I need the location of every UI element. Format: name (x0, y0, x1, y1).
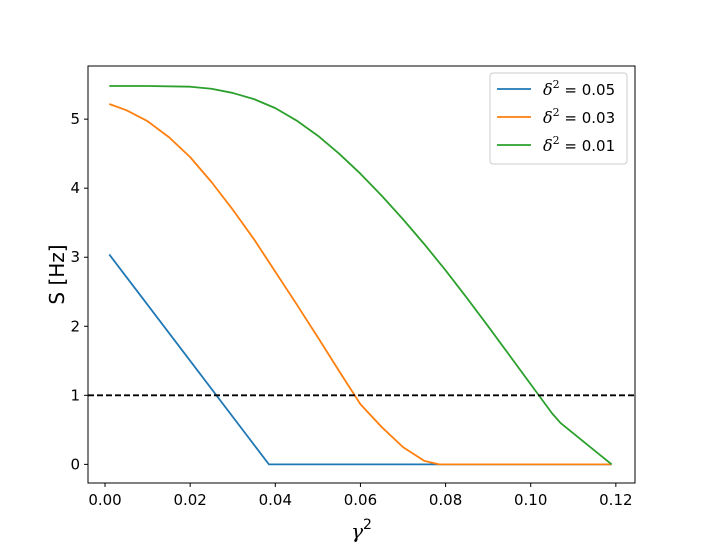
y-axis-ticks: 0 1 2 3 4 5 (70, 110, 88, 473)
x-tick-label: 0.00 (88, 491, 121, 509)
y-tick-label: 0 (70, 455, 80, 473)
x-axis-ticks: 0.00 0.02 0.04 0.06 0.08 0.10 0.12 (88, 483, 633, 509)
y-axis-label: S [Hz] (45, 244, 69, 304)
series-line-1 (108, 253, 612, 466)
legend-label-2: δ2 = 0.03 (543, 106, 615, 127)
y-tick-label: 4 (70, 179, 80, 197)
x-tick-label: 0.10 (514, 491, 547, 509)
x-tick-label: 0.12 (599, 491, 632, 509)
series-line-3 (109, 85, 613, 466)
legend-box (489, 72, 628, 165)
y-tick-label: 3 (70, 248, 80, 266)
x-tick-label: 0.08 (429, 491, 462, 509)
x-tick-label: 0.06 (344, 491, 377, 509)
x-axis-label: γ2 (351, 517, 372, 543)
y-tick-label: 2 (70, 317, 80, 335)
legend-label-1: δ2 = 0.05 (543, 78, 615, 99)
legend-label-3: δ2 = 0.01 (543, 134, 615, 155)
x-tick-label: 0.04 (259, 491, 292, 509)
x-tick-label: 0.02 (173, 491, 206, 509)
series-lines (108, 85, 613, 466)
y-tick-label: 1 (70, 386, 80, 404)
y-tick-label: 5 (70, 110, 80, 128)
plot-frame (87, 65, 636, 484)
legend: δ2 = 0.05 δ2 = 0.03 δ2 = 0.01 (489, 72, 628, 165)
series-line-2 (108, 103, 612, 466)
